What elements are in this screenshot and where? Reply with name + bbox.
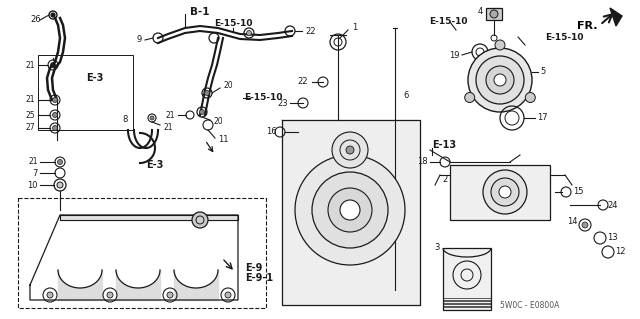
Text: 6: 6: [403, 91, 408, 100]
Text: 8: 8: [123, 115, 128, 124]
Text: 9: 9: [137, 35, 142, 44]
Text: E-13: E-13: [432, 140, 456, 150]
Text: 12: 12: [615, 248, 625, 256]
Bar: [486, 8, 502, 20]
Circle shape: [52, 125, 58, 130]
Circle shape: [312, 172, 388, 248]
Text: 19: 19: [449, 50, 460, 60]
Text: E-15-10: E-15-10: [214, 19, 252, 28]
Text: E-15-10: E-15-10: [244, 93, 282, 102]
Text: 5W0C - E0800A: 5W0C - E0800A: [500, 300, 560, 309]
Polygon shape: [60, 215, 238, 220]
Circle shape: [58, 160, 63, 165]
Text: E-15-10: E-15-10: [545, 33, 584, 41]
Text: 2: 2: [443, 175, 448, 184]
Circle shape: [51, 13, 55, 17]
Text: 18: 18: [417, 158, 428, 167]
Circle shape: [328, 188, 372, 232]
Circle shape: [246, 31, 252, 35]
Text: B-1: B-1: [190, 7, 209, 17]
Text: 15: 15: [573, 188, 584, 197]
Text: 17: 17: [537, 114, 548, 122]
Circle shape: [107, 292, 113, 298]
Text: 4: 4: [477, 8, 483, 17]
Text: 21: 21: [26, 95, 35, 105]
Text: 21: 21: [163, 122, 173, 131]
Text: 22: 22: [305, 26, 316, 35]
Bar: [38, 55, 133, 130]
Text: 21: 21: [29, 158, 38, 167]
Text: 21: 21: [166, 110, 175, 120]
Text: 11: 11: [218, 136, 228, 145]
Text: E-15-10: E-15-10: [429, 18, 468, 26]
Text: 7: 7: [33, 168, 38, 177]
Circle shape: [495, 40, 505, 50]
Circle shape: [465, 93, 475, 102]
Circle shape: [52, 113, 58, 117]
Text: 23: 23: [277, 99, 288, 108]
Circle shape: [47, 292, 53, 298]
Text: 27: 27: [26, 123, 35, 132]
Circle shape: [486, 66, 514, 94]
Text: 25: 25: [26, 110, 35, 120]
Circle shape: [476, 56, 524, 104]
Text: 5: 5: [540, 68, 545, 77]
Bar: [18, 198, 266, 308]
Circle shape: [52, 98, 58, 102]
Text: 13: 13: [607, 234, 618, 242]
Circle shape: [340, 200, 360, 220]
Text: FR.: FR.: [577, 21, 597, 31]
Circle shape: [494, 74, 506, 86]
Circle shape: [205, 91, 209, 95]
Circle shape: [51, 63, 56, 68]
Circle shape: [192, 212, 208, 228]
Text: 1: 1: [352, 23, 357, 32]
Circle shape: [483, 170, 527, 214]
Circle shape: [225, 292, 231, 298]
Polygon shape: [610, 8, 622, 26]
Text: 20: 20: [213, 117, 223, 127]
Text: 22: 22: [298, 78, 308, 86]
Circle shape: [491, 178, 519, 206]
Circle shape: [295, 155, 405, 265]
Text: 3: 3: [435, 243, 440, 253]
Text: E-9-1: E-9-1: [245, 273, 273, 283]
Text: 14: 14: [568, 218, 578, 226]
Circle shape: [57, 182, 63, 188]
Text: 21: 21: [26, 61, 35, 70]
Circle shape: [167, 292, 173, 298]
Bar: [443, 248, 491, 310]
Polygon shape: [282, 120, 420, 305]
Text: E-3: E-3: [147, 160, 164, 170]
Circle shape: [150, 116, 154, 120]
Circle shape: [200, 109, 205, 115]
Circle shape: [525, 93, 535, 102]
Circle shape: [332, 132, 368, 168]
Circle shape: [499, 186, 511, 198]
Text: 10: 10: [28, 181, 38, 189]
Text: E-9: E-9: [245, 263, 262, 273]
Circle shape: [582, 222, 588, 228]
Text: 26: 26: [31, 16, 42, 25]
Circle shape: [346, 146, 354, 154]
Text: 16: 16: [266, 128, 277, 137]
Bar: [450, 165, 550, 220]
Text: 20: 20: [223, 81, 232, 91]
Text: 24: 24: [607, 201, 618, 210]
Circle shape: [468, 48, 532, 112]
Circle shape: [490, 10, 498, 18]
Text: E-3: E-3: [86, 73, 104, 83]
